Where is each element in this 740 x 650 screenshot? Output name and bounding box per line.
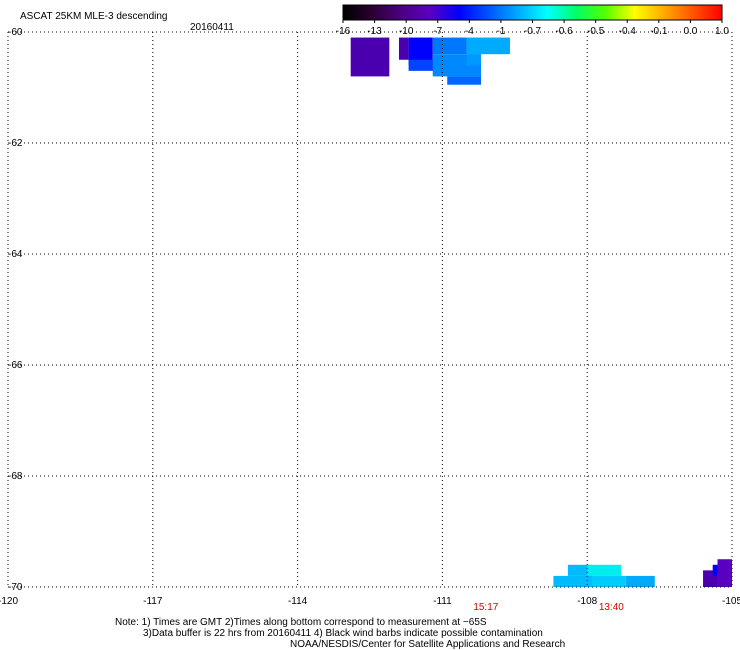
x-tick-label: -120 [0, 596, 18, 607]
y-tick-label: -60 [8, 27, 23, 38]
y-tick-label: -62 [8, 138, 23, 149]
data-cell [553, 575, 593, 587]
x-tick-label: -105 [722, 596, 740, 607]
colorbar-label: -10 [399, 26, 414, 37]
data-cell [350, 37, 390, 77]
data-cell [466, 37, 510, 55]
colorbar-label: -1 [496, 26, 505, 37]
data-cell [408, 59, 443, 71]
note-line-1: Note: 1) Times are GMT 2)Times along bot… [115, 617, 487, 628]
colorbar-labels: -16 -13 -10 -7 -4 -1 -0.7 -0.6 -0.5 -0.4 -0.1 0.0 1.… [336, 20, 729, 37]
time-labels: 15:17 13:40 [473, 602, 624, 613]
data-cell [717, 559, 732, 587]
data-cell [398, 37, 409, 60]
y-tick-label: -70 [8, 582, 23, 593]
y-tick-label: -64 [8, 249, 23, 260]
data-cell [432, 37, 467, 55]
colorbar-label: -0.4 [619, 26, 637, 37]
x-tick-labels: -120 -117 -114 -111 -108 -105 [0, 596, 740, 607]
data-cell [587, 564, 621, 576]
note-line-3: NOAA/NESDIS/Center for Satellite Applica… [290, 639, 565, 650]
colorbar-label: -0.5 [587, 26, 605, 37]
y-tick-label: -66 [8, 360, 23, 371]
y-tick-label: -68 [8, 471, 23, 482]
colorbar-label: -16 [336, 26, 351, 37]
x-tick-label: -117 [143, 596, 163, 607]
y-tick-labels: -60 -62 -64 -66 -68 -70 [8, 27, 23, 593]
data-cell [712, 564, 718, 576]
time-label: 15:17 [473, 602, 498, 613]
colorbar-label: 0.0 [683, 26, 697, 37]
chart-title: ASCAT 25KM MLE-3 descending [20, 11, 167, 22]
x-tick-label: -114 [288, 596, 308, 607]
colorbar-gradient [342, 4, 723, 21]
data-cell [592, 575, 626, 587]
chart-date: 20160411 [190, 22, 234, 33]
colorbar-label: 1.0 [715, 26, 729, 37]
colorbar-label: -13 [367, 26, 382, 37]
time-label: 13:40 [599, 602, 624, 613]
data-cell [567, 564, 593, 576]
data-cell [466, 54, 482, 66]
x-tick-label: -111 [433, 596, 452, 607]
data-cell [447, 76, 482, 85]
data-cell [625, 575, 655, 587]
grid-lines [7, 31, 733, 588]
colorbar-label: -7 [433, 26, 442, 37]
data-cells [350, 37, 732, 587]
x-tick-label: -108 [577, 596, 597, 607]
note-line-2: 3)Data buffer is 22 hrs from 20160411 4)… [143, 628, 543, 639]
colorbar-label: -0.1 [650, 26, 668, 37]
colorbar-label: -4 [465, 26, 474, 37]
colorbar [342, 4, 723, 21]
